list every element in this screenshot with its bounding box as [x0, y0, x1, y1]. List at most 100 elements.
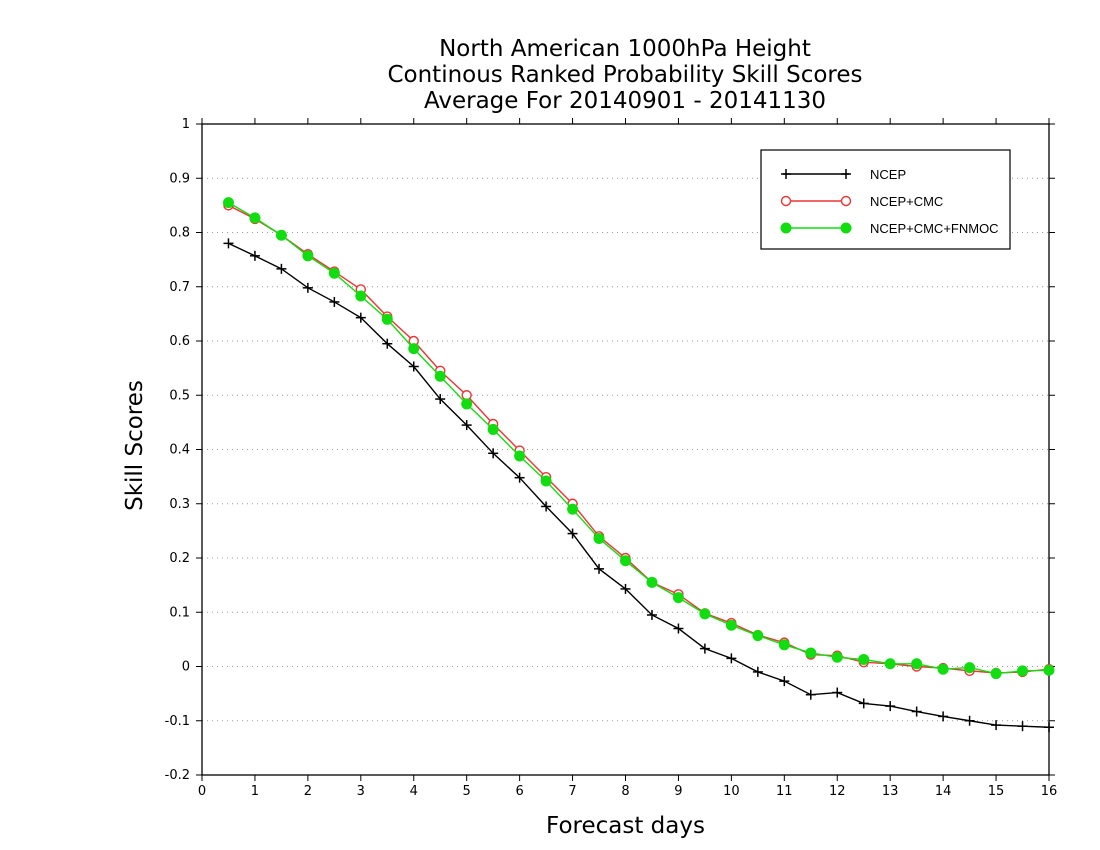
data-point [302, 250, 314, 262]
data-point [328, 267, 340, 279]
x-tick-label: 10 [723, 784, 740, 799]
data-point [990, 668, 1002, 680]
data-point [487, 423, 499, 435]
data-point [355, 312, 366, 323]
data-point [831, 651, 843, 663]
x-tick-label: 1 [251, 784, 259, 799]
y-tick-label: 0.6 [169, 334, 190, 349]
data-point [911, 706, 922, 717]
data-point [434, 370, 446, 382]
chart-title-line-2: Continous Ranked Probability Skill Score… [387, 62, 863, 88]
data-point [488, 448, 499, 459]
data-point [381, 313, 393, 325]
x-tick-label: 11 [776, 784, 793, 799]
data-point [964, 715, 975, 726]
data-point [620, 555, 631, 567]
data-point [276, 263, 287, 274]
y-tick-label: 0 [182, 660, 190, 675]
legend-entry: NCEP [781, 167, 906, 182]
chart-title: North American 1000hPa Height Continous … [300, 36, 950, 114]
chart-title-line-1: North American 1000hPa Height [439, 36, 811, 62]
y-tick-label: 0.9 [169, 171, 190, 186]
data-point [699, 608, 711, 620]
data-point [1044, 722, 1054, 733]
x-tick-label: 2 [304, 784, 312, 799]
data-point [885, 701, 896, 712]
data-point [620, 583, 631, 594]
data-point [805, 689, 816, 700]
y-tick-label: 0.8 [169, 226, 190, 241]
data-point [514, 450, 526, 462]
data-point [725, 619, 737, 631]
y-tick-label: -0.1 [165, 714, 190, 729]
data-point [884, 658, 896, 670]
series-layer [222, 197, 1055, 733]
data-point [594, 563, 605, 574]
data-point [408, 343, 420, 355]
data-point [1017, 665, 1029, 677]
data-point [1043, 664, 1055, 676]
data-point [461, 390, 472, 401]
legend-box [760, 149, 1011, 250]
data-point [646, 609, 657, 620]
data-point [514, 472, 525, 483]
data-point [752, 666, 763, 677]
data-point [355, 290, 367, 302]
data-point [937, 663, 949, 675]
data-point [1017, 721, 1028, 732]
data-point [302, 282, 313, 293]
legend-marker [841, 169, 851, 179]
data-point [540, 475, 552, 487]
axes: -0.2-0.100.10.20.30.40.50.60.70.80.910 1 2… [165, 117, 1058, 799]
data-point [779, 676, 790, 687]
x-tick-label: 4 [410, 784, 418, 799]
x-tick-label: 3 [357, 784, 365, 799]
x-axis-title: Forecast days [546, 813, 705, 839]
gridlines [202, 177, 1049, 722]
data-point [275, 229, 287, 241]
legend-label: NCEP [870, 167, 906, 182]
x-tick-label: 15 [988, 784, 1005, 799]
legend-marker [781, 169, 791, 179]
x-tick-label: 13 [882, 784, 899, 799]
x-tick-label: 5 [463, 784, 471, 799]
data-point [646, 576, 658, 588]
data-point [778, 639, 790, 651]
data-point [223, 238, 234, 249]
x-tick-label: 6 [515, 784, 523, 799]
legend-marker [840, 195, 852, 207]
y-tick-label: 0.1 [169, 605, 190, 620]
data-point [699, 643, 710, 654]
data-point [249, 212, 261, 224]
data-point [408, 361, 419, 372]
data-point [752, 630, 764, 642]
data-point [911, 658, 923, 670]
data-point [382, 338, 393, 349]
data-point [805, 647, 817, 659]
y-tick-label: 0.3 [169, 497, 190, 512]
y-tick-label: 0.2 [169, 551, 190, 566]
data-point [858, 698, 869, 709]
data-point [461, 398, 473, 410]
x-tick-label: 8 [621, 784, 629, 799]
y-tick-label: -0.2 [165, 768, 190, 783]
data-point [964, 662, 976, 674]
x-tick-label: 0 [198, 784, 206, 799]
chart-title-line-3: Average For 20140901 - 20141130 [423, 88, 827, 114]
data-point [567, 528, 578, 539]
data-point [991, 720, 1002, 731]
legend-marker [780, 195, 792, 207]
x-tick-label: 7 [568, 784, 576, 799]
legend: NCEP NCEP+CMC NCEP+CMC+FNMOC [760, 149, 1011, 250]
y-tick-label: 0.5 [169, 388, 190, 403]
data-point [222, 197, 234, 209]
legend-label: NCEP+CMC [870, 194, 943, 209]
data-point [593, 532, 605, 544]
data-point [541, 501, 552, 512]
legend-entry: NCEP+CMC [780, 194, 943, 209]
data-point [672, 592, 684, 604]
x-tick-label: 12 [829, 784, 846, 799]
y-tick-label: 0.7 [169, 280, 190, 295]
data-point [938, 711, 949, 722]
series-line [228, 242, 1050, 728]
